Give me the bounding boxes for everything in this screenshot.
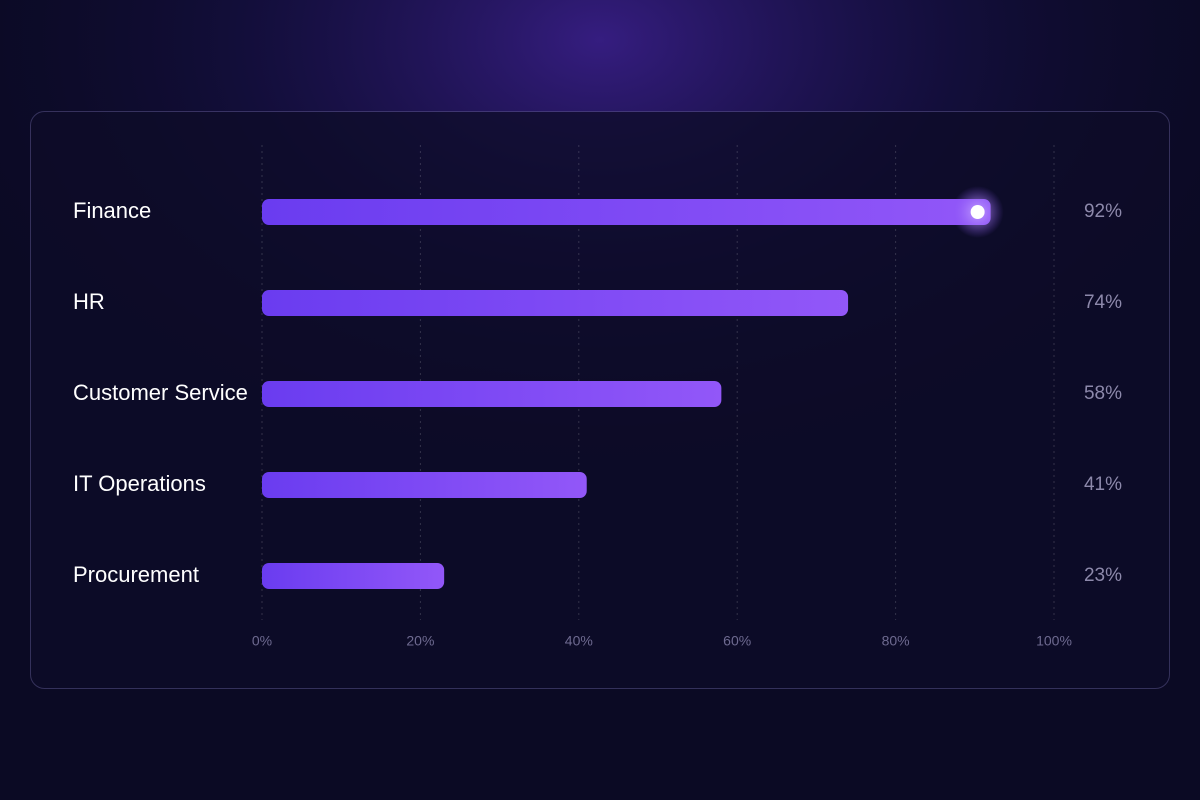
category-label: HR: [73, 289, 105, 314]
x-tick-label: 80%: [882, 633, 910, 649]
highlight-dot: [970, 205, 985, 219]
x-tick-label: 100%: [1036, 633, 1072, 649]
value-label: 41%: [1084, 474, 1122, 495]
category-label: Procurement: [73, 562, 199, 587]
value-label: 74%: [1084, 292, 1122, 313]
x-tick-label: 60%: [723, 633, 751, 649]
x-tick-label: 0%: [252, 633, 272, 649]
bar: [262, 199, 991, 225]
category-label: IT Operations: [73, 471, 206, 496]
bar: [262, 381, 722, 407]
value-label: 92%: [1084, 201, 1122, 222]
category-label: Finance: [73, 198, 151, 223]
x-tick-label: 40%: [565, 633, 593, 649]
bar: [262, 290, 849, 316]
value-label: 23%: [1084, 565, 1122, 586]
bar: [262, 563, 445, 589]
x-tick-label: 20%: [406, 633, 434, 649]
value-label: 58%: [1084, 383, 1122, 404]
bar: [262, 472, 587, 498]
category-label: Customer Service: [73, 380, 248, 405]
